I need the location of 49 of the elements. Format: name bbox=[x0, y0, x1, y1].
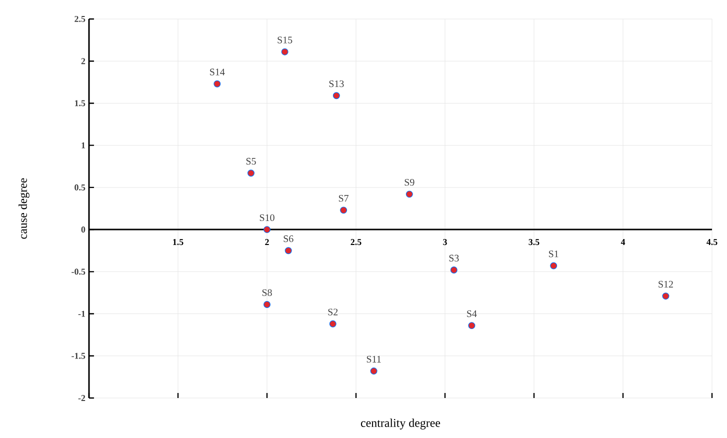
point bbox=[450, 266, 458, 274]
annotation: S7 bbox=[338, 194, 349, 202]
point bbox=[662, 292, 670, 300]
y-tick-label: 1 bbox=[82, 142, 86, 148]
y-tick-label: 0.5 bbox=[74, 184, 86, 190]
x-axis-title: centrality degree bbox=[360, 418, 440, 430]
point bbox=[264, 226, 270, 234]
annotation: S3 bbox=[449, 254, 459, 262]
annotation: S12 bbox=[658, 280, 673, 288]
x-tick-label: 2 bbox=[265, 239, 269, 245]
y-tick-label: -2 bbox=[78, 395, 86, 401]
point bbox=[247, 170, 254, 177]
annotation: S9 bbox=[404, 178, 414, 186]
point bbox=[281, 48, 288, 56]
y-tick-label: 2 bbox=[81, 58, 86, 64]
y-tick-label: -1 bbox=[78, 310, 86, 317]
point bbox=[284, 247, 292, 254]
x-tick-label: 4.5 bbox=[706, 239, 718, 246]
annotation: S2 bbox=[328, 308, 338, 316]
point bbox=[406, 190, 413, 198]
point bbox=[550, 262, 558, 270]
point bbox=[370, 368, 378, 375]
y-tick-label: -0.5 bbox=[72, 268, 86, 275]
x-tick-label: 1.5 bbox=[173, 239, 184, 246]
x-tick-label: 3 bbox=[443, 239, 447, 246]
annotation: S15 bbox=[278, 36, 292, 44]
x-tick-label: 2.5 bbox=[350, 239, 362, 246]
x-tick-label: 3.5 bbox=[528, 239, 540, 246]
y-axis-title: cause degree bbox=[18, 178, 30, 239]
annotation: S6 bbox=[284, 235, 294, 242]
x-tick-label: 4 bbox=[620, 239, 626, 245]
annotation: S13 bbox=[329, 80, 344, 88]
point bbox=[340, 206, 348, 214]
y-tick-label: 1.5 bbox=[74, 100, 86, 106]
annotation: S11 bbox=[366, 356, 381, 363]
y-tick-label: 0 bbox=[81, 226, 86, 233]
point bbox=[264, 301, 270, 308]
point bbox=[329, 320, 336, 328]
annotation: S10 bbox=[260, 214, 274, 222]
point bbox=[332, 92, 340, 100]
point bbox=[214, 80, 221, 88]
point bbox=[468, 322, 476, 330]
annotation: S1 bbox=[548, 250, 558, 258]
annotation: S14 bbox=[210, 68, 225, 76]
y-tick-label: 2.5 bbox=[74, 16, 86, 22]
annotation: S5 bbox=[246, 158, 256, 165]
y-tick-label: -1.5 bbox=[72, 352, 86, 359]
annotation: S4 bbox=[467, 310, 477, 318]
annotation: S8 bbox=[262, 289, 272, 296]
